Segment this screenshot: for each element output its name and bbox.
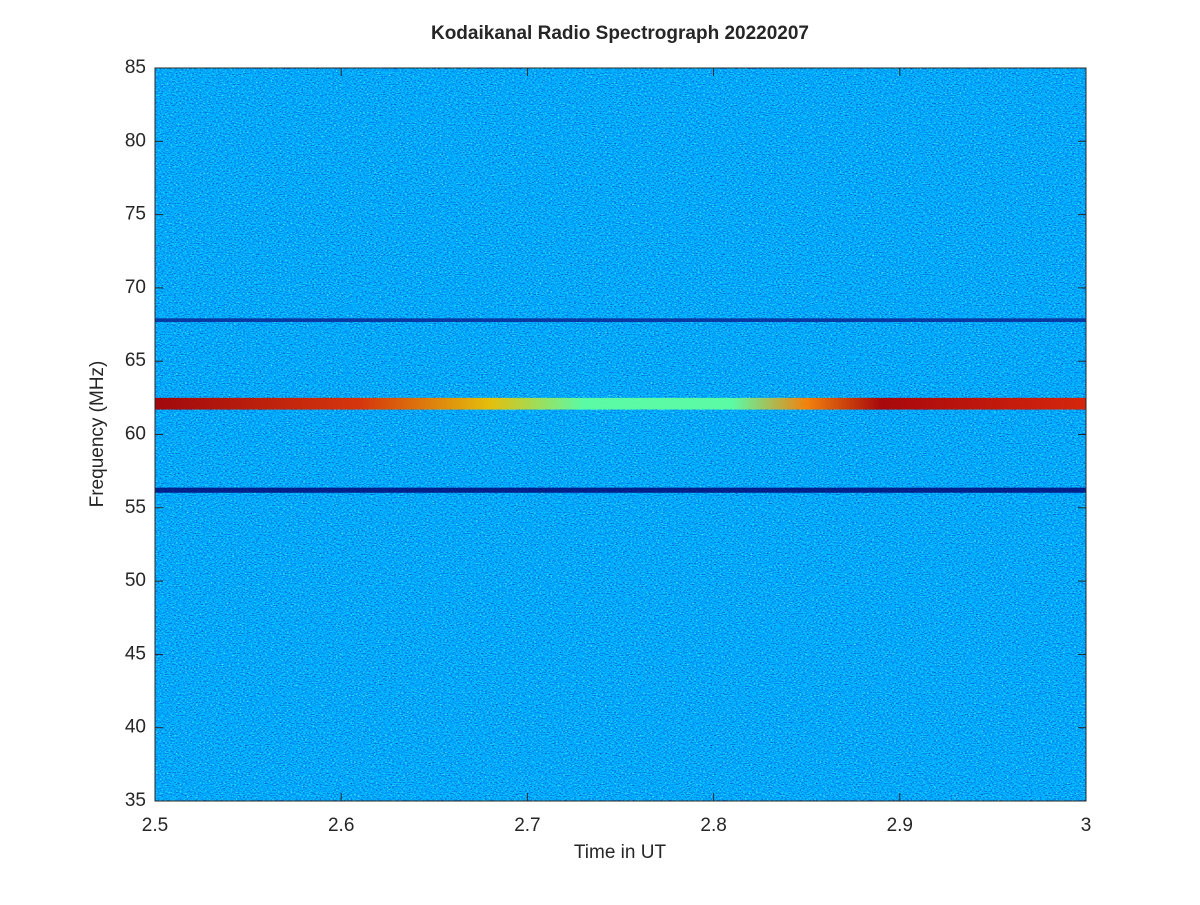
chart-title: Kodaikanal Radio Spectrograph 20220207 [431, 23, 809, 44]
emission-band [155, 397, 1086, 410]
x-axis-label: Time in UT [574, 842, 667, 863]
y-tick-label: 70 [125, 277, 146, 298]
y-tick-label: 75 [125, 204, 146, 225]
y-tick-label: 65 [125, 350, 146, 371]
emission-band [155, 318, 1086, 322]
x-tick-label: 3 [1081, 815, 1092, 836]
y-tick-label: 40 [125, 717, 146, 738]
emission-band [155, 487, 1086, 493]
y-tick-label: 60 [125, 424, 146, 445]
y-tick-label: 50 [125, 570, 146, 591]
x-tick-label: 2.7 [514, 815, 540, 836]
x-tick-label: 2.8 [700, 815, 726, 836]
x-tick-label: 2.9 [887, 815, 913, 836]
x-tick-label: 2.5 [142, 815, 168, 836]
y-tick-label: 85 [125, 57, 146, 78]
y-tick-label: 80 [125, 130, 146, 151]
spectrogram-image [155, 68, 1086, 801]
x-tick-label: 2.6 [328, 815, 354, 836]
y-tick-label: 55 [125, 497, 146, 518]
y-tick-label: 35 [125, 790, 146, 811]
y-axis-label: Frequency (MHz) [87, 361, 108, 508]
y-tick-label: 45 [125, 643, 146, 664]
